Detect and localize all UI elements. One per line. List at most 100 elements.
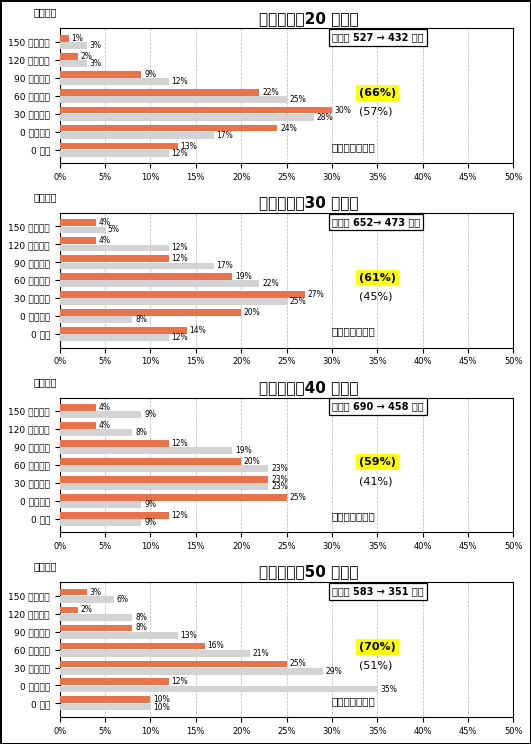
Title: 一般女子（20 歳代）: 一般女子（20 歳代） — [260, 10, 359, 26]
Bar — [59, 53, 78, 60]
Bar — [59, 96, 287, 103]
Text: 23%: 23% — [271, 464, 288, 473]
Text: 23%: 23% — [271, 482, 288, 491]
Bar — [59, 458, 241, 465]
Text: 中位数 690 → 458 千円: 中位数 690 → 458 千円 — [332, 402, 424, 411]
Text: 中位数 583 → 351 千円: 中位数 583 → 351 千円 — [332, 586, 424, 596]
Text: 19%: 19% — [235, 272, 252, 281]
Bar — [59, 334, 168, 341]
Text: 27%: 27% — [307, 290, 324, 299]
Bar — [59, 596, 114, 603]
Text: 9%: 9% — [144, 410, 156, 419]
Bar — [59, 422, 96, 429]
Text: (61%): (61%) — [359, 272, 396, 283]
Title: 一般女子（40 歳代）: 一般女子（40 歳代） — [260, 380, 359, 395]
Text: 9%: 9% — [144, 500, 156, 509]
Text: 12%: 12% — [172, 254, 188, 263]
Bar — [59, 643, 205, 650]
Bar — [59, 114, 314, 121]
Text: 8%: 8% — [135, 428, 147, 437]
Bar — [59, 273, 232, 280]
Text: 25%: 25% — [289, 659, 306, 668]
Text: 17%: 17% — [217, 261, 234, 270]
Bar — [59, 429, 132, 436]
Text: 4%: 4% — [99, 237, 110, 246]
Text: 1%: 1% — [72, 33, 83, 42]
Bar — [59, 237, 96, 244]
Text: 19%: 19% — [235, 446, 252, 455]
Bar — [59, 71, 141, 77]
Bar — [59, 292, 305, 298]
Text: 4%: 4% — [99, 218, 110, 228]
Text: 35%: 35% — [380, 684, 397, 693]
Bar — [59, 650, 250, 656]
Bar — [59, 298, 287, 305]
Text: (59%): (59%) — [359, 458, 396, 467]
Bar — [59, 89, 259, 95]
Bar — [59, 245, 168, 251]
Bar — [59, 704, 150, 711]
Bar — [59, 132, 214, 138]
Text: 中位数 527 → 432 千円: 中位数 527 → 432 千円 — [332, 32, 423, 42]
Text: 10%: 10% — [153, 702, 170, 711]
Text: 12%: 12% — [172, 243, 188, 252]
Bar — [59, 280, 259, 287]
Bar — [59, 263, 214, 269]
Bar — [59, 624, 132, 632]
Text: 14%: 14% — [190, 326, 206, 335]
Text: 5%: 5% — [108, 225, 120, 234]
Title: 一般女子（50 歳代）: 一般女子（50 歳代） — [260, 565, 359, 580]
Bar — [59, 316, 132, 324]
Text: 年代内人数割合: 年代内人数割合 — [332, 511, 375, 521]
Bar — [59, 501, 141, 508]
Text: 8%: 8% — [135, 623, 147, 632]
Bar — [59, 404, 96, 411]
Text: 2%: 2% — [81, 51, 92, 61]
Text: 賞与金額: 賞与金額 — [34, 376, 57, 387]
Bar — [59, 143, 178, 150]
Text: (66%): (66%) — [359, 88, 396, 98]
Bar — [59, 42, 87, 49]
Bar — [59, 494, 287, 501]
Text: 20%: 20% — [244, 457, 261, 466]
Text: 21%: 21% — [253, 649, 270, 658]
Bar — [59, 686, 378, 693]
Text: 2%: 2% — [81, 606, 92, 615]
Bar — [59, 227, 105, 234]
Text: 賞与金額: 賞与金額 — [34, 7, 57, 18]
Bar — [59, 512, 168, 519]
Title: 一般女子（30 歳代）: 一般女子（30 歳代） — [260, 196, 359, 211]
Text: 年代内人数割合: 年代内人数割合 — [332, 327, 375, 336]
Bar — [59, 465, 268, 472]
Text: 16%: 16% — [208, 641, 225, 650]
Bar — [59, 606, 78, 613]
Bar — [59, 78, 168, 85]
Text: 22%: 22% — [262, 280, 279, 289]
Text: 賞与金額: 賞与金額 — [34, 561, 57, 571]
Bar — [59, 447, 232, 454]
Bar — [59, 696, 150, 703]
Text: 25%: 25% — [289, 94, 306, 104]
Text: 13%: 13% — [181, 631, 197, 640]
Bar — [59, 519, 141, 526]
Bar — [59, 310, 241, 316]
Text: (51%): (51%) — [359, 661, 392, 670]
Text: 30%: 30% — [335, 106, 352, 115]
Text: 6%: 6% — [117, 594, 129, 603]
Bar — [59, 150, 168, 157]
Text: 20%: 20% — [244, 308, 261, 317]
Text: 3%: 3% — [90, 588, 101, 597]
Text: 12%: 12% — [172, 333, 188, 342]
Text: 8%: 8% — [135, 612, 147, 622]
Text: 賞与金額: 賞与金額 — [34, 192, 57, 202]
Text: 年代内人数割合: 年代内人数割合 — [332, 696, 375, 706]
Text: 8%: 8% — [135, 315, 147, 324]
Text: 28%: 28% — [316, 113, 333, 122]
Bar — [59, 219, 96, 226]
Text: 3%: 3% — [90, 41, 101, 50]
Text: 12%: 12% — [172, 511, 188, 520]
Text: 年代内人数割合: 年代内人数割合 — [332, 142, 375, 152]
Bar — [59, 35, 68, 42]
Text: 12%: 12% — [172, 677, 188, 687]
Text: 4%: 4% — [99, 421, 110, 430]
